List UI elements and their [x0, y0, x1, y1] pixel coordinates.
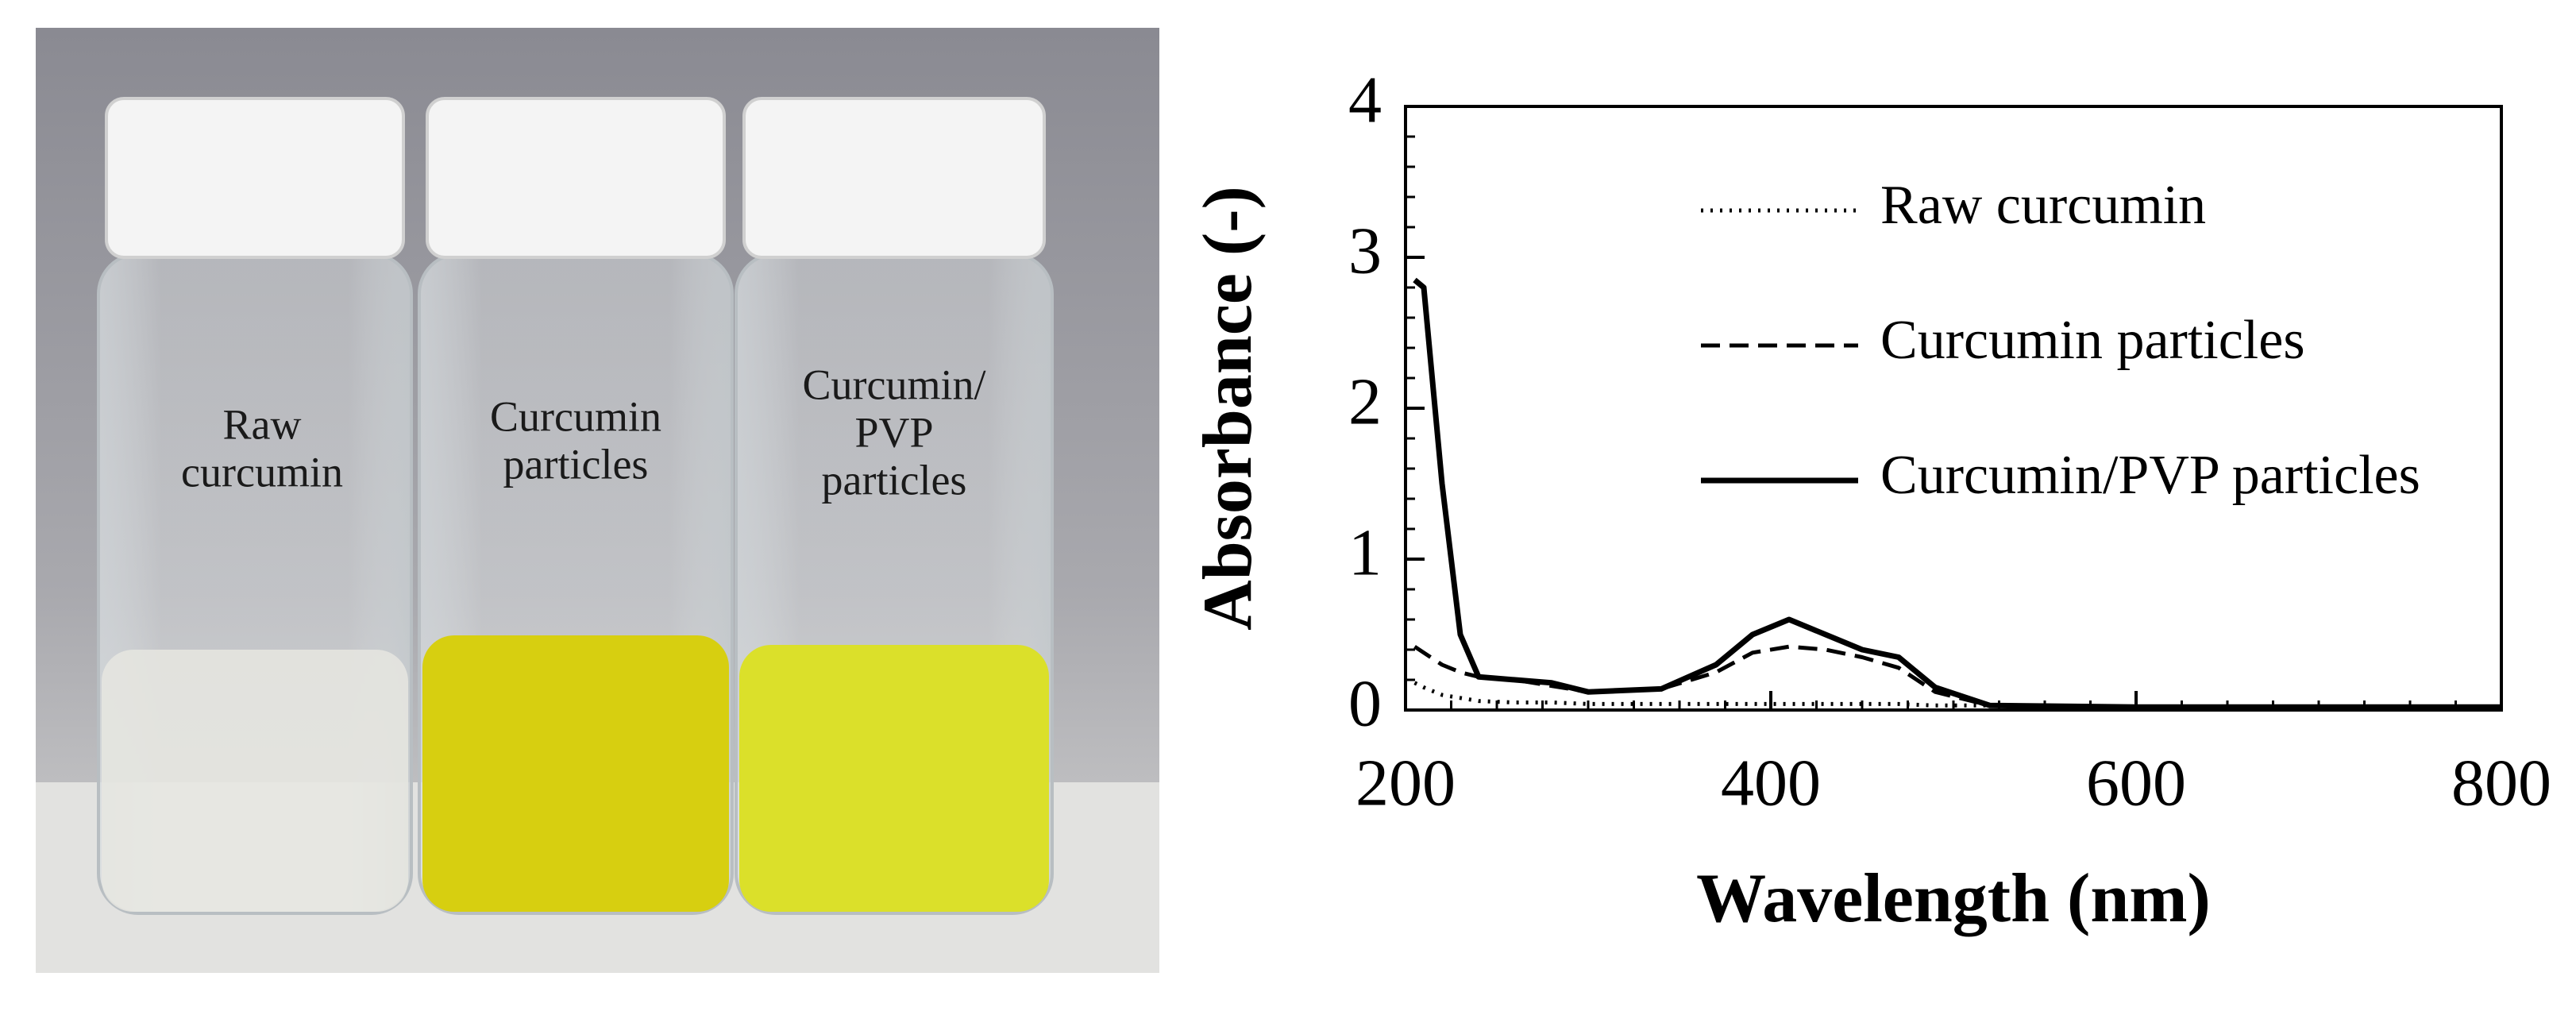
chart: Wavelength (nm) Absorbance (-) 200 400 600… [1190, 63, 2551, 937]
y-axis-title: Absorbance (-) [1190, 186, 1267, 631]
x-tick-label: 800 [2451, 746, 2551, 820]
vial-label: PVP [854, 408, 933, 456]
vial-label: particles [822, 456, 967, 504]
vial [735, 97, 1054, 915]
legend-label: Curcumin particles [1880, 310, 2305, 371]
data-line [1413, 644, 2501, 709]
y-tick-label: 4 [1348, 63, 1382, 137]
vial-labels: RawcurcuminCurcuminparticlesCurcumin/PVP… [181, 361, 985, 504]
x-tick-label: 400 [1721, 746, 1821, 820]
x-tick-label: 600 [2086, 746, 2186, 820]
vial [418, 97, 734, 915]
x-tick-label: 200 [1355, 746, 1456, 820]
photo: RawcurcuminCurcuminparticlesCurcumin/PVP… [36, 28, 1159, 973]
y-tick-label: 1 [1348, 515, 1382, 589]
y-tick-label: 3 [1348, 214, 1382, 288]
vial-label: particles [503, 440, 649, 488]
x-axis-title: Wavelength (nm) [1696, 860, 2211, 937]
legend-label: Raw curcumin [1880, 175, 2206, 236]
vial [97, 97, 413, 915]
data-line [1413, 277, 2501, 710]
y-tick-label: 0 [1348, 666, 1382, 740]
vial-label: Curcumin/ [803, 361, 986, 408]
vial-label: Raw [223, 400, 302, 448]
vial-label: curcumin [181, 448, 343, 496]
legend-label: Curcumin/PVP particles [1880, 445, 2420, 506]
vial-label: Curcumin [490, 392, 661, 440]
y-tick-label: 2 [1348, 365, 1382, 438]
